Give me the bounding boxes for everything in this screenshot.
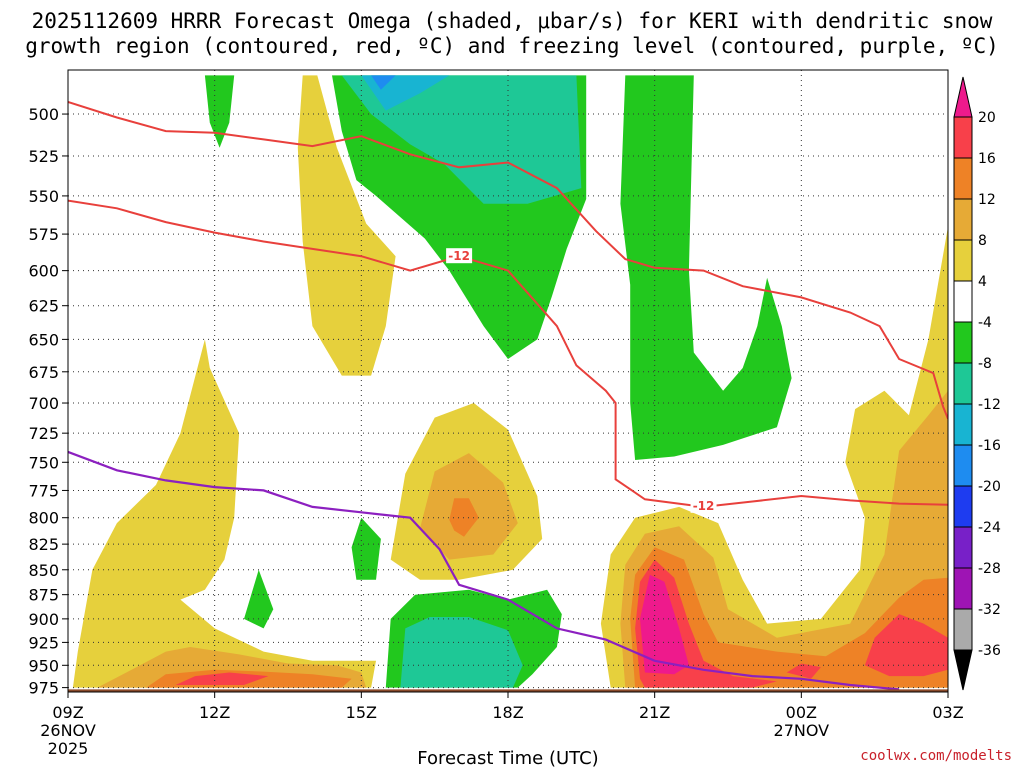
colorbar-swatch-13 [953, 608, 973, 651]
x-tick-label-09Z: 09Z [52, 703, 83, 722]
omega-neg-8-lower-mid [400, 617, 523, 688]
colorbar-label--12: -12 [978, 397, 1001, 413]
dendritic-contour-line-1 [68, 100, 948, 420]
colorbar-swatch-4 [953, 239, 973, 282]
colorbar-swatch-1 [953, 116, 973, 159]
colorbar-swatch-10 [953, 485, 973, 528]
y-tick-label-500: 500 [28, 105, 59, 124]
colorbar-label--16: -16 [978, 438, 1001, 454]
colorbar-swatch-9 [953, 444, 973, 487]
colorbar-bottom-arrow [953, 649, 973, 691]
colorbar-swatch-12 [953, 567, 973, 610]
omega-neg-4-mid-small [351, 517, 381, 580]
colorbar-label-20: 20 [978, 110, 996, 126]
dendritic-contour-label-upper: -12 [448, 249, 470, 263]
grid-lines [68, 70, 948, 692]
colorbar-label-4: 4 [978, 274, 987, 290]
chart-title-line1: 2025112609 HRRR Forecast Omega (shaded, … [32, 9, 993, 33]
dendritic-contour-label-lower-halo [690, 497, 717, 513]
y-tick-label-950: 950 [28, 656, 59, 675]
colorbar-label--32: -32 [978, 602, 1001, 618]
x-tick-label-12Z: 12Z [199, 703, 230, 722]
y-tick-label-650: 650 [28, 330, 59, 349]
omega-pos-20-right-core [640, 574, 689, 675]
omega-neg-4-right-tall [620, 75, 792, 461]
colorbar-swatch-2 [953, 157, 973, 200]
y-tick-label-725: 725 [28, 424, 59, 443]
omega-pos-4-left-low [72, 339, 377, 688]
y-tick-label-575: 575 [28, 225, 59, 244]
colorbar-swatch-5 [953, 280, 973, 323]
x-axis-title: Forecast Time (UTC) [417, 748, 598, 768]
dendritic-contour-label-upper-halo [446, 248, 473, 264]
y-tick-label-675: 675 [28, 363, 59, 382]
omega-neg-16-upper-mid [371, 75, 396, 90]
credit-text: coolwx.com/modelts [860, 748, 1012, 764]
y-tick-label-900: 900 [28, 610, 59, 629]
omega-shading [72, 75, 948, 688]
y-tick-label-975: 975 [28, 679, 59, 698]
y-tick-label-625: 625 [28, 297, 59, 316]
temperature-contours: -12 -12 [68, 100, 948, 691]
colorbar-label-16: 16 [978, 151, 996, 167]
omega-pos-16-left-low [175, 672, 269, 685]
colorbar-swatch-11 [953, 526, 973, 569]
dendritic-contour-line-2 [68, 199, 948, 508]
dendritic-contour-label-lower: -12 [693, 499, 715, 513]
x-tick-label-15Z: 15Z [346, 703, 377, 722]
omega-neg-8-upper-mid [341, 75, 582, 204]
omega-neg-4-left-drop [204, 75, 235, 148]
colorbar-top-arrow [953, 76, 973, 118]
colorbar: 20 16 12 8 4 -4 -8 -12 -16 -20 -24 -28 -32 -36 [953, 76, 1001, 691]
colorbar-label--24: -24 [978, 520, 1001, 536]
y-tick-label-775: 775 [28, 481, 59, 500]
colorbar-label--8: -8 [978, 356, 992, 372]
omega-pos-16-right-small [786, 663, 821, 679]
x-tick-label-18Z: 18Z [492, 703, 523, 722]
chart-title-line2: growth region (contoured, red, ºC) and f… [25, 34, 999, 58]
omega-pos-12-right-low [630, 547, 948, 688]
y-tick-label-825: 825 [28, 535, 59, 554]
y-tick-label-550: 550 [28, 187, 59, 206]
x-tick-year-2025: 2025 [48, 739, 89, 758]
y-tick-label-700: 700 [28, 394, 59, 413]
omega-pos-16-right-edge [864, 614, 948, 677]
colorbar-label-12: 12 [978, 192, 996, 208]
colorbar-swatch-6 [953, 321, 973, 364]
x-tick-date-27NOV: 27NOV [774, 721, 830, 740]
colorbar-label--20: -20 [978, 479, 1001, 495]
y-tick-label-525: 525 [28, 147, 59, 166]
colorbar-label-8: 8 [978, 233, 987, 249]
y-tick-label-750: 750 [28, 453, 59, 472]
omega-pos-4-upper-strip [297, 75, 396, 376]
x-tick-label-21Z: 21Z [639, 703, 670, 722]
colorbar-label--4: -4 [978, 315, 992, 331]
omega-neg-4-left-small [244, 569, 274, 629]
y-tick-label-875: 875 [28, 586, 59, 605]
y-tick-label-800: 800 [28, 509, 59, 528]
y-tick-label-600: 600 [28, 262, 59, 281]
colorbar-swatch-8 [953, 403, 973, 446]
y-tick-label-850: 850 [28, 561, 59, 580]
x-tick-label-03Z: 03Z [932, 703, 963, 722]
terrain-ground-bar [68, 689, 948, 692]
x-tick-date-26NOV: 26NOV [40, 721, 96, 740]
colorbar-label--36: -36 [978, 643, 1001, 659]
colorbar-swatch-3 [953, 198, 973, 241]
y-tick-label-925: 925 [28, 633, 59, 652]
colorbar-swatch-7 [953, 362, 973, 405]
omega-pos-12-mid-blob [449, 498, 479, 537]
x-tick-label-00Z: 00Z [786, 703, 817, 722]
colorbar-label--28: -28 [978, 561, 1001, 577]
freezing-level-line [68, 450, 900, 691]
y-axis-ticks: 500 525 550 575 600 625 650 675 700 725 750 775 800 8… [28, 105, 68, 698]
